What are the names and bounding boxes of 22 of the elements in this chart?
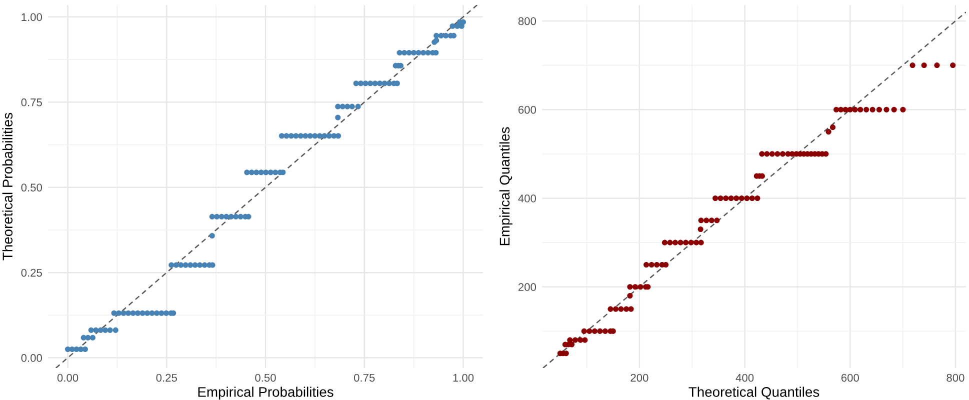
y-axis-title: Theoretical Probabilities xyxy=(2,112,13,260)
x-tick-label: 200 xyxy=(630,374,648,382)
x-tick-label: 0.50 xyxy=(255,374,276,382)
x-tick-label: 600 xyxy=(841,374,859,382)
y-tick-label: 800 xyxy=(518,17,536,26)
x-tick-label: 0.25 xyxy=(156,374,177,382)
x-tick-label: 400 xyxy=(736,374,754,382)
y-tick-label: 1.00 xyxy=(22,13,42,22)
y-tick-label: 400 xyxy=(518,194,536,202)
x-axis-title: Theoretical Quantiles xyxy=(688,386,820,400)
x-axis-title: Empirical Probabilities xyxy=(198,386,334,400)
y-tick-label: 0.25 xyxy=(21,268,42,277)
y-tick-label: 200 xyxy=(518,283,536,292)
y-tick-label: 0.00 xyxy=(21,354,42,362)
y-tick-label: 0.75 xyxy=(21,98,42,106)
x-tick-label: 1.00 xyxy=(453,374,474,382)
x-tick-label: 0.00 xyxy=(57,374,78,382)
y-tick-label: 0.50 xyxy=(21,184,42,192)
y-axis-title: Empirical Quantiles xyxy=(499,127,512,246)
x-tick-label: 800 xyxy=(946,374,964,382)
y-tick-label: 600 xyxy=(518,106,536,114)
x-tick-label: 0.75 xyxy=(354,374,375,382)
